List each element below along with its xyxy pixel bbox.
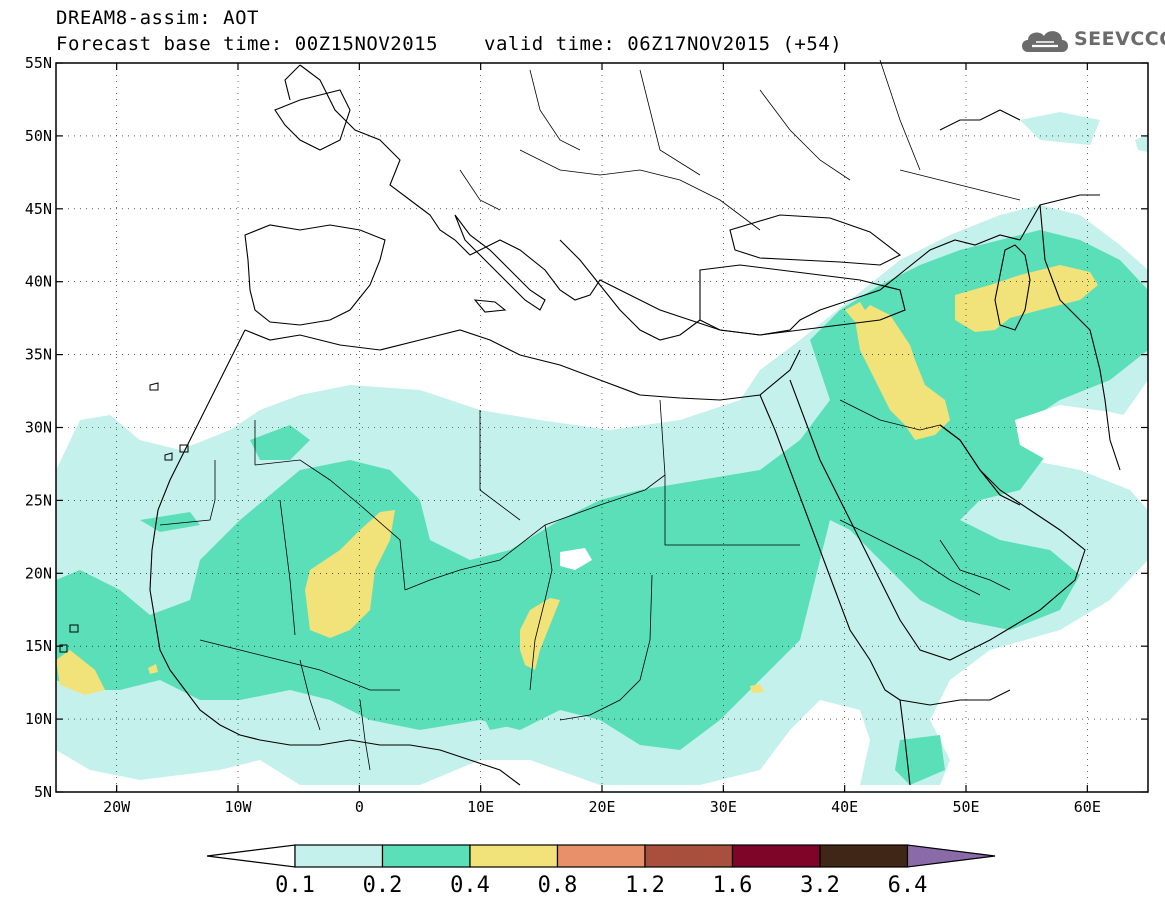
colorbar-swatch: [556, 844, 646, 868]
colorbar-swatch: [644, 844, 734, 868]
lon-tick-label: 60E: [1074, 798, 1101, 816]
lon-tick-label: 30E: [710, 798, 737, 816]
colorbar-swatch: [819, 844, 909, 868]
lat-tick-label: 40N: [25, 273, 52, 291]
longitude-axis: 20W 10W 0 10E 20E 30E 40E 50E 60E: [103, 63, 1101, 816]
lon-tick-label: 20W: [103, 798, 131, 816]
lat-tick-label: 20N: [25, 564, 52, 582]
seevccc-logo: SEEVCCC: [1018, 24, 1165, 58]
colorbar-label: 6.4: [888, 873, 928, 898]
colorbar-swatch: [381, 844, 471, 868]
lon-tick-label: 10W: [224, 798, 252, 816]
lat-tick-label: 10N: [25, 710, 52, 728]
lon-tick-label: 10E: [467, 798, 494, 816]
lat-tick-label: 35N: [25, 346, 52, 364]
lat-tick-label: 50N: [25, 127, 52, 145]
colorbar-label: 0.1: [275, 873, 315, 898]
forecast-base-time: Forecast base time: 00Z15NOV2015: [56, 33, 439, 55]
map-plot-area: [56, 59, 1148, 792]
lon-tick-label: 50E: [952, 798, 979, 816]
colorbar: 0.1 0.2 0.4 0.8 1.2 1.6 3.2 6.4: [206, 844, 996, 898]
colorbar-over-arrow: [906, 844, 996, 868]
colorbar-swatch: [731, 844, 821, 868]
lon-tick-label: 0: [355, 798, 364, 816]
graticule: [56, 63, 1148, 792]
colorbar-swatch: [469, 844, 559, 868]
colorbar-label: 3.2: [800, 873, 840, 898]
country-borders: [159, 59, 1021, 771]
colorbar-swatch: [294, 844, 384, 868]
lat-tick-label: 5N: [34, 783, 52, 801]
colorbar-label: 0.4: [450, 873, 490, 898]
chart-title: DREAM8-assim: AOT: [56, 7, 259, 29]
lon-tick-label: 20E: [588, 798, 615, 816]
lat-tick-label: 55N: [25, 54, 52, 72]
lat-tick-label: 45N: [25, 200, 52, 218]
latitude-axis: 55N 50N 45N 40N 35N 30N 25N 20N 15N 10N 5N: [25, 54, 1148, 801]
colorbar-label: 0.2: [363, 873, 403, 898]
coastlines: [149, 64, 1121, 786]
lon-tick-label: 40E: [831, 798, 858, 816]
islands: [59, 382, 189, 653]
lat-tick-label: 25N: [25, 491, 52, 509]
logo-text: SEEVCCC: [1074, 28, 1165, 50]
valid-time: valid time: 06Z17NOV2015 (+54): [484, 33, 843, 55]
colorbar-label: 1.2: [625, 873, 665, 898]
lat-tick-label: 15N: [25, 637, 52, 655]
colorbar-label: 0.8: [538, 873, 578, 898]
cloud-icon: [1022, 31, 1068, 52]
colorbar-label: 1.6: [713, 873, 753, 898]
lat-tick-label: 30N: [25, 419, 52, 437]
colorbar-under-arrow: [206, 844, 296, 868]
